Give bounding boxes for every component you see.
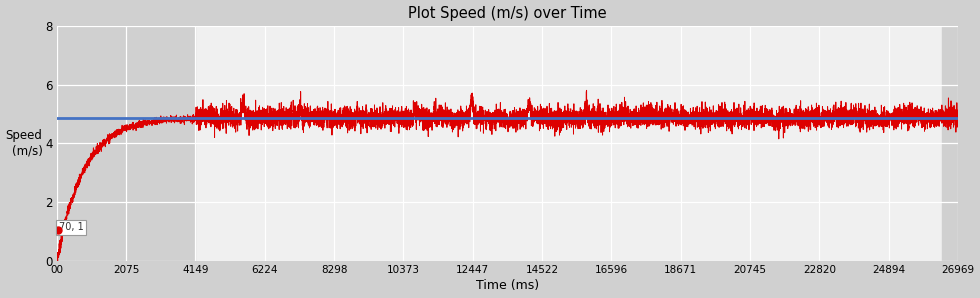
X-axis label: Time (ms): Time (ms) [476, 280, 539, 292]
Bar [57, 26, 195, 261]
Y-axis label: Speed
(m/s): Speed (m/s) [6, 130, 42, 158]
Bar [942, 26, 957, 261]
Text: 70, 1: 70, 1 [59, 222, 83, 232]
Title: Plot Speed (m/s) over Time: Plot Speed (m/s) over Time [408, 6, 607, 21]
